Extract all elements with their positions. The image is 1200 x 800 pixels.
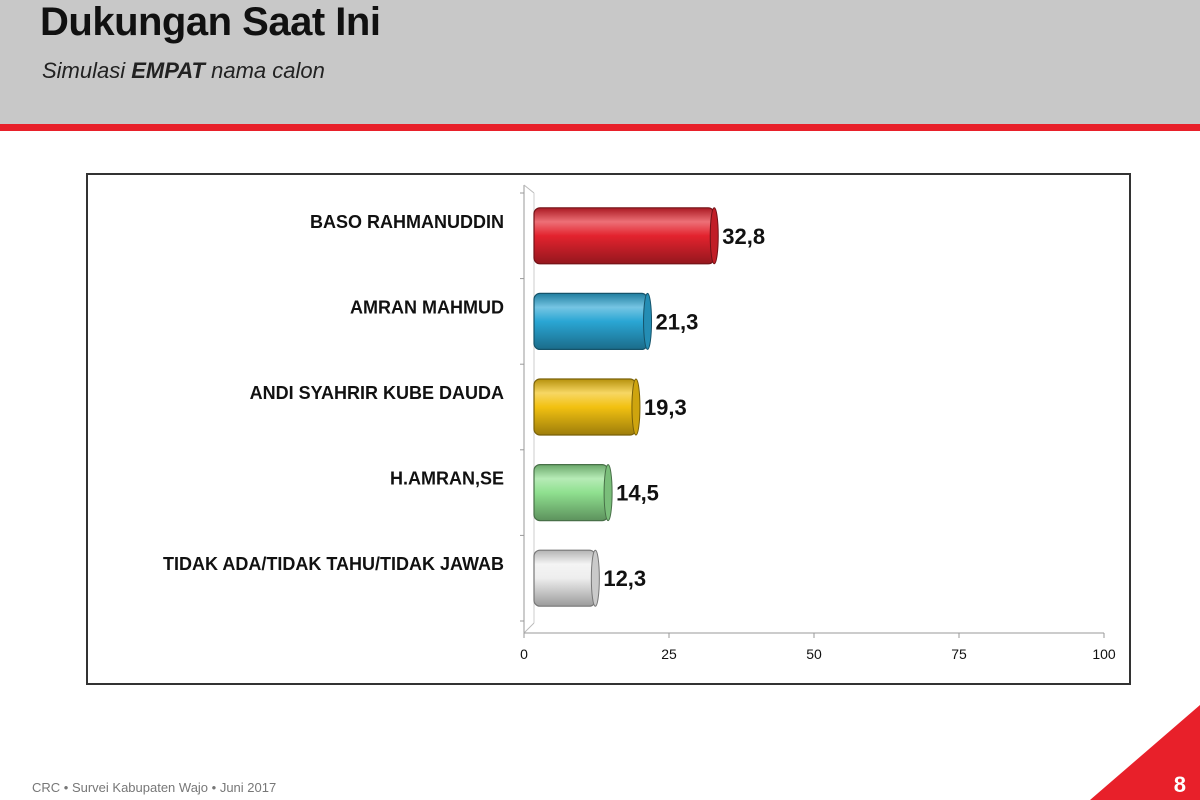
subtitle-suffix: nama calon bbox=[204, 58, 325, 83]
header-accent-line bbox=[0, 124, 1200, 131]
bar-cap bbox=[590, 549, 600, 607]
category-label: H.AMRAN,SE bbox=[390, 469, 504, 489]
bar bbox=[533, 378, 637, 436]
bar-chart: 0 25 50 75 100 BASO RAHMANUDDIN 32,8 AMRAN MAHM… bbox=[163, 184, 1116, 662]
bar bbox=[533, 292, 649, 351]
corner-accent bbox=[1090, 705, 1200, 800]
value-label: 12,3 bbox=[603, 566, 646, 591]
x-tick-label: 100 bbox=[1092, 646, 1116, 662]
wall-bottom-edge bbox=[523, 622, 535, 634]
value-label: 19,3 bbox=[644, 395, 687, 420]
page-title: Dukungan Saat Ini bbox=[40, 0, 381, 44]
value-label: 14,5 bbox=[616, 481, 659, 506]
category-label: ANDI SYAHRIR KUBE DAUDA bbox=[250, 383, 504, 403]
x-tick-label: 25 bbox=[661, 646, 677, 662]
bar-cap bbox=[643, 292, 653, 350]
bar-cap bbox=[631, 378, 641, 436]
x-tick-label: 50 bbox=[806, 646, 822, 662]
footer-text: CRC • Survei Kabupaten Wajo • Juni 2017 bbox=[32, 780, 277, 795]
chart-frame: 0 25 50 75 100 BASO RAHMANUDDIN 32,8 AMRAN MAHM… bbox=[86, 173, 1131, 685]
bar bbox=[533, 549, 596, 607]
x-tick-label: 75 bbox=[951, 646, 967, 662]
page-number: 8 bbox=[1173, 772, 1186, 797]
page-subtitle: Simulasi EMPAT nama calon bbox=[42, 58, 325, 84]
bar-cap bbox=[603, 464, 613, 522]
value-label: 21,3 bbox=[656, 309, 699, 334]
header-band bbox=[0, 0, 1200, 124]
bar-cap bbox=[709, 207, 719, 265]
bar bbox=[533, 464, 609, 522]
category-label: BASO RAHMANUDDIN bbox=[310, 212, 504, 232]
subtitle-prefix: Simulasi bbox=[42, 58, 132, 83]
value-label: 32,8 bbox=[722, 224, 765, 249]
x-tick-label: 0 bbox=[520, 646, 528, 662]
subtitle-bold: EMPAT bbox=[131, 58, 205, 83]
category-label: TIDAK ADA/TIDAK TAHU/TIDAK JAWAB bbox=[163, 554, 504, 574]
wall-top-edge bbox=[523, 184, 535, 194]
bar bbox=[533, 207, 715, 265]
category-label: AMRAN MAHMUD bbox=[350, 297, 504, 317]
